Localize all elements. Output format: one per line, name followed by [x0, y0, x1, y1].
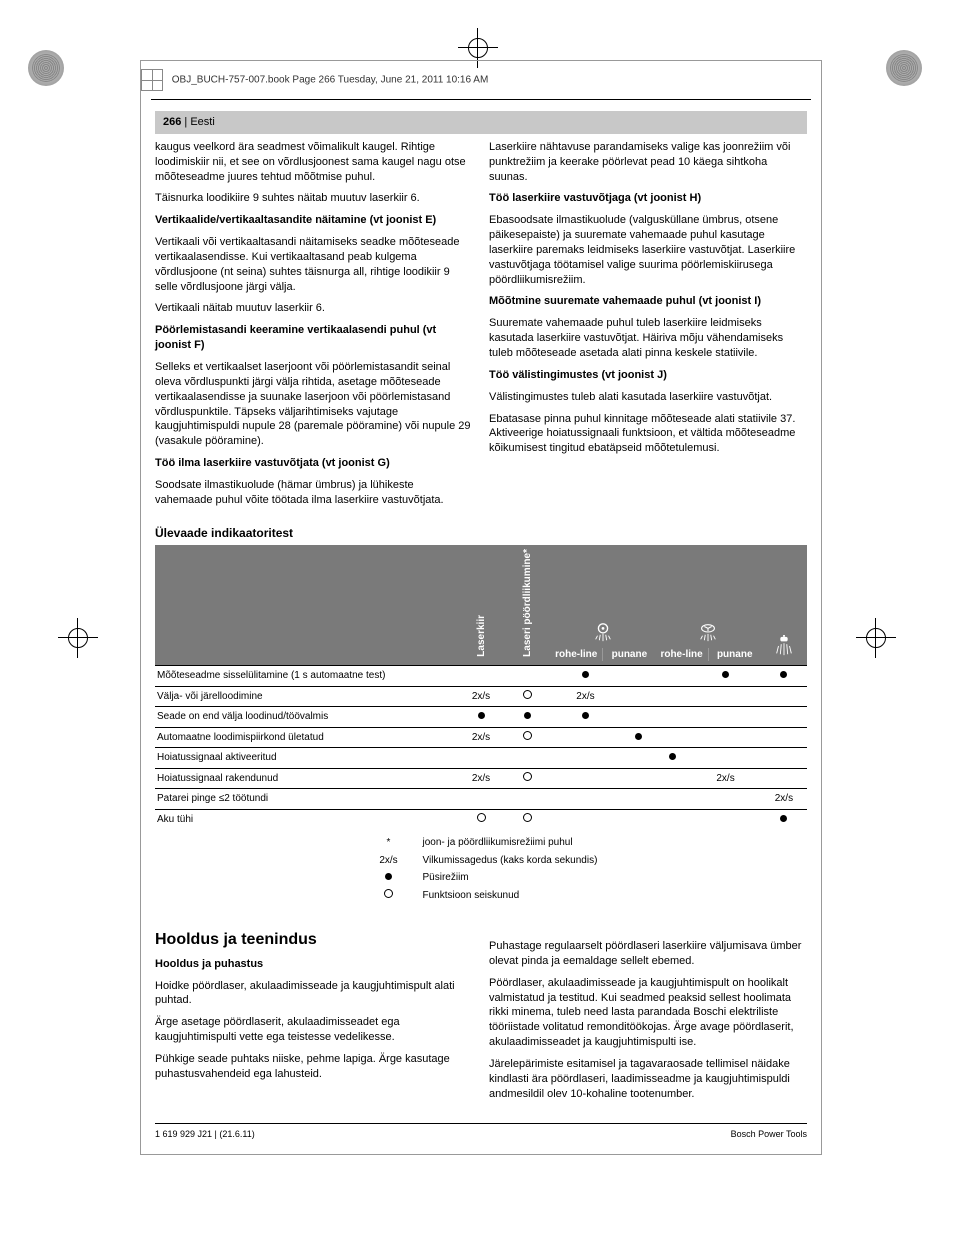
- para: Selleks et vertikaalset laserjoont või p…: [155, 360, 473, 449]
- page-lang: Eesti: [190, 116, 214, 128]
- para: Ebasoodsate ilmastikuolude (valgusküllan…: [489, 213, 807, 287]
- heading: Töö välistingimustes (vt joonist J): [489, 368, 807, 383]
- table-row: Välja- või järelloodimine2x/s2x/s: [155, 686, 807, 707]
- th-laser: Laserkiir: [476, 615, 487, 657]
- para: Ärge asetage pöördlaserit, akulaadimisse…: [155, 1015, 473, 1045]
- th-green2: rohe-line: [660, 649, 702, 660]
- table-row: Aku tühi: [155, 809, 807, 829]
- legend-row: *joon- ja pöördliikumisrežiimi puhul: [157, 835, 603, 851]
- heading: Pöörlemistasandi keeramine vertikaalasen…: [155, 323, 473, 353]
- crop-mark-right: [856, 618, 896, 658]
- th-rotation: Laseri pöördliikumine*: [522, 549, 533, 657]
- overview-title: Ülevaade indikaatoritest: [155, 525, 807, 541]
- para: Soodsate ilmastikuolude (hämar ümbrus) j…: [155, 478, 473, 508]
- crop-mark-left: [58, 618, 98, 658]
- para: Välistingimustes tuleb alati kasutada la…: [489, 390, 807, 405]
- left-column: kaugus veelkord ära seadmest võimalikult…: [155, 140, 473, 515]
- para: Hoidke pöördlaser, akulaadimisseade ja k…: [155, 979, 473, 1009]
- para: kaugus veelkord ära seadmest võimalikult…: [155, 140, 473, 185]
- heading: Töö laserkiire vastuvõtjaga (vt joonist …: [489, 191, 807, 206]
- laser-indicator-icon: [592, 621, 614, 643]
- para: Laserkiire nähtavuse parandamiseks valig…: [489, 140, 807, 185]
- page-frame: OBJ_BUCH-757-007.book Page 266 Tuesday, …: [140, 60, 822, 1155]
- reg-mark-tr: [886, 50, 926, 90]
- table-row: Automaatne loodimispiirkond ületatud2x/s: [155, 727, 807, 748]
- indicator-table: Laserkiir Laseri pöördliikumine*: [155, 545, 807, 829]
- para: Puhastage regulaarselt pöördlaseri laser…: [489, 939, 807, 969]
- meta-text: OBJ_BUCH-757-007.book Page 266 Tuesday, …: [172, 75, 489, 86]
- th-red1: punane: [612, 649, 648, 660]
- table-row: Hoiatussignaal rakendunud2x/s2x/s: [155, 768, 807, 789]
- maintenance-subtitle: Hooldus ja puhastus: [155, 957, 473, 972]
- heading: Vertikaalide/vertikaaltasandite näitamin…: [155, 213, 473, 228]
- page-header-banner: 266 | Eesti: [155, 111, 807, 134]
- th-red2: punane: [717, 649, 753, 660]
- legend-row: Püsirežiim: [157, 870, 603, 886]
- page-footer: 1 619 929 J21 | (21.6.11) Bosch Power To…: [155, 1123, 807, 1140]
- battery-indicator-icon: [773, 635, 795, 657]
- legend-row: Funktsioon seiskunud: [157, 888, 603, 904]
- para: Täisnurka loodikiire 9 suhtes näitab muu…: [155, 191, 473, 206]
- page-number: 266: [163, 116, 181, 128]
- warning-indicator-icon: [697, 621, 719, 643]
- book-meta: OBJ_BUCH-757-007.book Page 266 Tuesday, …: [141, 65, 488, 95]
- para: Ebatasase pinna puhul kinnitage mõõtesea…: [489, 412, 807, 457]
- table-row: Mõõteseadme sisselülitamine (1 s automaa…: [155, 666, 807, 687]
- footer-left: 1 619 929 J21 | (21.6.11): [155, 1128, 255, 1140]
- maintenance-title: Hooldus ja teenindus: [155, 929, 473, 951]
- footer-right: Bosch Power Tools: [731, 1128, 807, 1140]
- th-green1: rohe-line: [555, 649, 597, 660]
- table-row: Hoiatussignaal aktiveeritud: [155, 748, 807, 769]
- para: Pühkige seade puhtaks niiske, pehme lapi…: [155, 1052, 473, 1082]
- legend-row: 2x/sVilkumissagedus (kaks korda sekundis…: [157, 853, 603, 869]
- right-column: Laserkiire nähtavuse parandamiseks valig…: [489, 140, 807, 515]
- heading: Mõõtmine suuremate vahemaade puhul (vt j…: [489, 294, 807, 309]
- table-row: Patarei pinge ≤2 töötundi2x/s: [155, 789, 807, 810]
- reg-mark-tl: [28, 50, 68, 90]
- para: Suuremate vahemaade puhul tuleb laserkii…: [489, 316, 807, 361]
- heading: Töö ilma laserkiire vastuvõtjata (vt joo…: [155, 456, 473, 471]
- table-row: Seade on end välja loodinud/töövalmis: [155, 707, 807, 728]
- para: Pöördlaser, akulaadimisseade ja kaugjuht…: [489, 976, 807, 1050]
- legend: *joon- ja pöördliikumisrežiimi puhul 2x/s…: [155, 833, 605, 905]
- para: Järelepärimiste esitamisel ja tagavaraos…: [489, 1057, 807, 1102]
- para: Vertikaali näitab muutuv laserkiir 6.: [155, 301, 473, 316]
- para: Vertikaali või vertikaaltasandi näitamis…: [155, 235, 473, 294]
